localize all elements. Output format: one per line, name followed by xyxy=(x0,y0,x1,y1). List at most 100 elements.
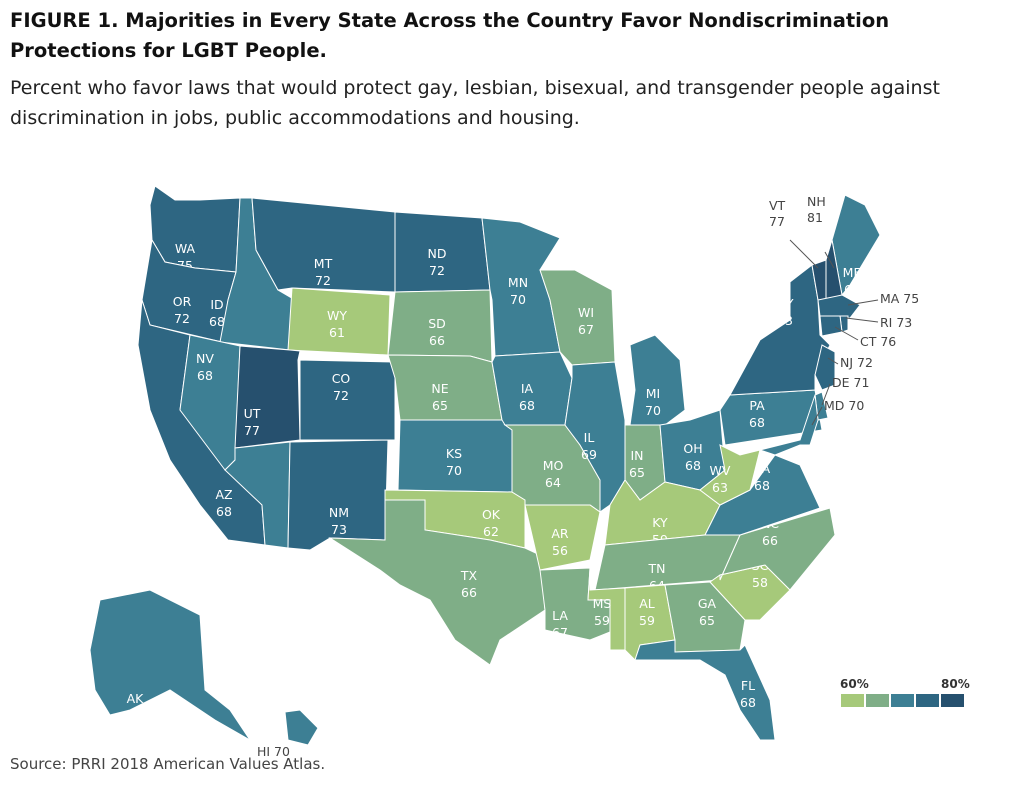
state-abbr-label: FL xyxy=(741,678,755,693)
state-mi: MI 70 xyxy=(629,334,686,426)
state-value-label: 59 xyxy=(594,613,610,628)
state-abbr-label: WY xyxy=(327,308,347,323)
state-ia: IA 68 xyxy=(491,351,573,426)
state-shape xyxy=(629,334,686,426)
state-me: ME 69 xyxy=(831,194,881,297)
state-nm: NM 73 xyxy=(287,439,389,551)
state-abbr-label: IN xyxy=(630,448,643,463)
state-abbr-label: TX xyxy=(460,568,478,583)
state-abbr-label: CA xyxy=(174,528,192,543)
state-label: CT 76 xyxy=(860,334,896,349)
state-abbr-label: MN xyxy=(508,275,528,290)
state-label: MD 70 xyxy=(824,398,864,413)
leader-line xyxy=(827,357,839,365)
state-value-label: 66 xyxy=(461,585,477,600)
state-abbr-label: ID xyxy=(210,297,223,312)
leader-line xyxy=(821,383,831,406)
state-mn: MN 70 xyxy=(481,217,561,357)
state-value-label: 67 xyxy=(552,625,568,640)
state-abbr-label: MS xyxy=(593,596,612,611)
state-abbr-label: ND xyxy=(428,246,447,261)
state-mt: MT 72 xyxy=(251,197,396,293)
leader-line xyxy=(824,251,835,269)
state-abbr-label: CO xyxy=(332,371,351,386)
state-abbr-label: VT xyxy=(769,198,786,213)
state-abbr-label: ME xyxy=(843,265,862,280)
state-abbr-label: IA xyxy=(521,381,534,396)
state-value-label: 69 xyxy=(844,282,860,297)
state-abbr-label: WA xyxy=(175,241,196,256)
state-abbr-label: OK xyxy=(482,507,501,522)
state-abbr-label: NV xyxy=(196,351,214,366)
state-abbr-label: TN xyxy=(648,561,666,576)
state-co: CO 72 xyxy=(299,359,396,441)
state-value-label: 65 xyxy=(699,613,715,628)
state-value-label: 68 xyxy=(197,368,213,383)
state-abbr-label: SD xyxy=(428,316,446,331)
state-shape xyxy=(719,507,836,591)
legend-min-label: 60% xyxy=(840,677,869,691)
source-note: Source: PRRI 2018 American Values Atlas. xyxy=(10,755,326,773)
state-value-label: 63 xyxy=(712,480,728,495)
state-sd: SD 66 xyxy=(387,289,493,363)
state-shape xyxy=(328,499,546,666)
state-value-label: 69 xyxy=(581,447,597,462)
state-ct: CT 76 xyxy=(819,315,896,349)
state-value-label: 68 xyxy=(209,314,225,329)
state-value-label: 70 xyxy=(446,463,462,478)
state-abbr-label: IL xyxy=(584,430,595,445)
state-value-label: 68 xyxy=(685,458,701,473)
state-abbr-label: MI xyxy=(646,386,660,401)
state-pa: PA 68 xyxy=(719,389,823,446)
state-label: MA 75 xyxy=(880,291,919,306)
state-abbr-label: UT xyxy=(244,406,261,421)
state-value-label: 72 xyxy=(315,273,331,288)
state-value-label: 58 xyxy=(752,575,768,590)
state-value-label: 81 xyxy=(807,210,823,225)
leader-line xyxy=(834,326,859,341)
state-label: DE 71 xyxy=(832,375,869,390)
state-abbr-label: MO xyxy=(543,458,564,473)
state-tx: TX 66 xyxy=(328,499,546,666)
legend-swatch xyxy=(891,694,914,707)
state-value-label: 68 xyxy=(754,478,770,493)
state-ks: KS 70 xyxy=(397,419,513,493)
state-wv: WV 63 xyxy=(699,444,761,506)
state-abbr-label: NY xyxy=(777,296,794,311)
state-abbr-label: LA xyxy=(552,608,568,623)
leader-line xyxy=(811,406,823,426)
state-shape xyxy=(564,361,626,513)
state-abbr-label: OR xyxy=(173,294,192,309)
state-abbr-label: AR xyxy=(551,526,569,541)
state-mo: MO 64 xyxy=(503,424,601,513)
state-shape xyxy=(634,639,776,741)
state-shape xyxy=(137,299,266,546)
state-value-label: 66 xyxy=(429,333,445,348)
state-shape xyxy=(299,359,396,441)
state-wy: WY 61 xyxy=(287,287,391,356)
state-abbr-label: NE xyxy=(431,381,448,396)
state-abbr-label: AZ xyxy=(215,487,232,502)
state-value-label: 59 xyxy=(639,613,655,628)
state-hi: HI 70 xyxy=(257,709,319,759)
state-md: MD 70 xyxy=(758,394,864,456)
state-abbr-label: NM xyxy=(329,505,349,520)
state-ar: AR 56 xyxy=(524,504,601,571)
state-abbr-label: KS xyxy=(446,446,462,461)
state-abbr-label: GA xyxy=(698,596,717,611)
state-de: DE 71 xyxy=(814,375,869,421)
state-shape xyxy=(284,709,319,746)
state-label: RI 73 xyxy=(880,315,912,330)
legend-swatch xyxy=(841,694,864,707)
state-in: IN 65 xyxy=(624,424,666,501)
state-value-label: 73 xyxy=(331,522,347,537)
state-value-label: 61 xyxy=(329,325,345,340)
state-ut: UT 77 xyxy=(234,345,301,449)
state-value-label: 77 xyxy=(244,423,260,438)
state-value-label: 70 xyxy=(510,292,526,307)
state-nd: ND 72 xyxy=(394,211,491,293)
legend-swatch xyxy=(941,694,964,707)
leader-line xyxy=(847,299,879,306)
state-fl: FL 68 xyxy=(634,639,776,741)
